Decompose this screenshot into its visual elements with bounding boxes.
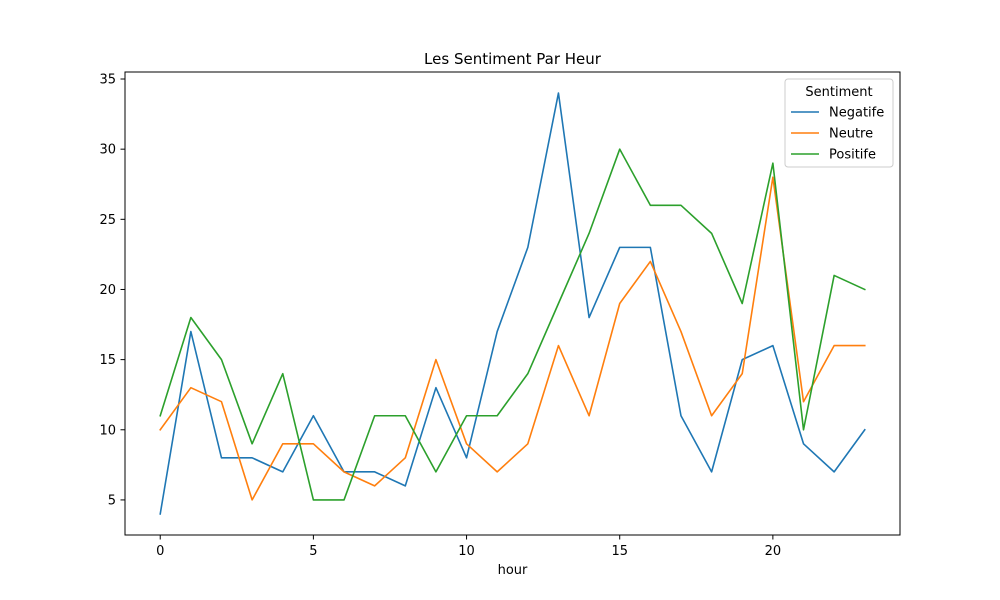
series-line-negatife: [159, 92, 866, 515]
legend-box: [784, 78, 894, 168]
y-tick-label: 25: [99, 213, 116, 228]
x-axis: 0 5 10 15 20: [156, 535, 781, 559]
series-line-positife: [159, 148, 866, 501]
y-tick-label: 15: [99, 353, 116, 368]
y-tick-label: 20: [99, 283, 116, 298]
y-tick-label: 5: [108, 493, 116, 508]
legend-label-positife: Positife: [829, 148, 876, 163]
legend-label-negatife: Negatife: [829, 106, 884, 121]
series-layer: [159, 92, 866, 515]
chart-title: Les Sentiment Par Heur: [424, 50, 602, 68]
x-tick-label: 20: [765, 544, 782, 559]
legend-entries: Negatife Neutre Positife: [791, 106, 884, 163]
plot-area: [124, 71, 901, 536]
x-tick-label: 10: [458, 544, 475, 559]
series-line-neutre: [159, 176, 866, 501]
x-tick-label: 0: [156, 544, 164, 559]
y-tick-label: 30: [99, 143, 116, 158]
legend: Sentiment Negatife Neutre Positife: [784, 78, 894, 168]
x-tick-label: 5: [309, 544, 317, 559]
y-tick-label: 10: [99, 423, 116, 438]
legend-title: Sentiment: [805, 85, 872, 100]
y-tick-label: 35: [99, 73, 116, 88]
y-axis: 5 10 15 20 25 30 35: [99, 73, 125, 508]
x-tick-label: 15: [611, 544, 628, 559]
x-axis-label: hour: [498, 563, 528, 578]
legend-label-neutre: Neutre: [829, 127, 873, 142]
plot-frame: [124, 71, 901, 536]
